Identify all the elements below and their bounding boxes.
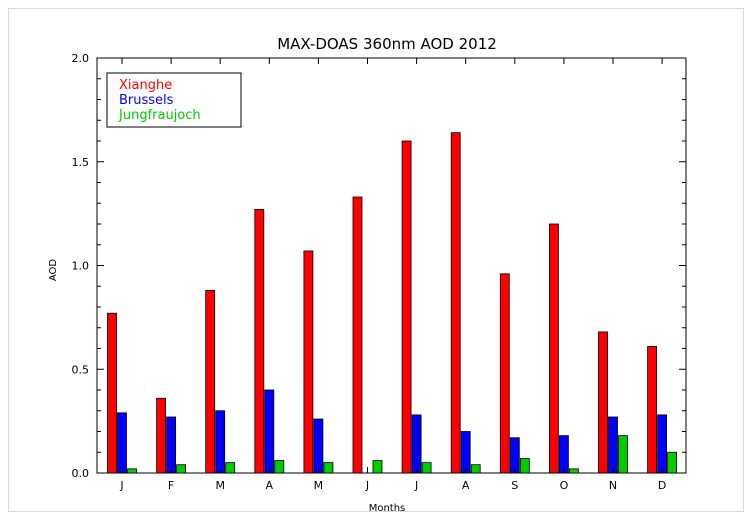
x-tick-label: O	[560, 479, 569, 492]
bar-xianghe	[107, 312, 117, 474]
x-tick-label: A	[266, 479, 274, 492]
bar-jungfraujoch	[519, 458, 530, 474]
bar-brussels	[657, 414, 667, 474]
bar-xianghe	[499, 273, 510, 474]
bar-brussels	[166, 416, 177, 474]
bar-brussels	[411, 414, 422, 474]
y-tick-label: 0.0	[72, 467, 90, 480]
x-tick-label: J	[119, 479, 123, 492]
bar-jungfraujoch	[372, 460, 383, 474]
bar-xianghe	[401, 140, 412, 474]
legend-entry-brussels: Brussels	[119, 93, 174, 108]
bar-xianghe	[156, 397, 167, 474]
x-tick-label: D	[658, 479, 666, 492]
x-axis-label: Months	[369, 503, 406, 514]
x-tick-label: N	[609, 479, 617, 492]
bar-jungfraujoch	[127, 468, 137, 474]
bar-xianghe	[254, 209, 265, 474]
x-tick-label: A	[462, 479, 470, 492]
x-tick-label: S	[511, 479, 518, 492]
x-tick-label: J	[414, 479, 418, 492]
y-ticks-group: 0.0 0.5 1.0 1.5 2.0	[72, 52, 686, 480]
legend-entry-xianghe: Xianghe	[119, 78, 172, 93]
y-axis-label: AOD	[48, 259, 59, 282]
bar-brussels	[608, 416, 618, 474]
legend: Xianghe Brussels Jungfraujoch	[106, 72, 242, 128]
bar-xianghe	[205, 289, 216, 474]
bar-xianghe	[598, 331, 608, 474]
bar-brussels	[460, 431, 471, 474]
y-tick-label: 1.5	[72, 156, 90, 169]
bar-jungfraujoch	[274, 460, 285, 474]
bar-xianghe	[450, 132, 461, 474]
bar-brussels	[215, 410, 226, 474]
bar-brussels	[264, 389, 275, 474]
legend-box	[106, 72, 242, 128]
legend-entry-jungfraujoch: Jungfraujoch	[118, 108, 201, 123]
bar-jungfraujoch	[176, 464, 187, 474]
bar-jungfraujoch	[470, 464, 481, 474]
bar-xianghe	[549, 223, 559, 474]
bar-xianghe	[352, 196, 363, 474]
x-tick-label: M	[314, 479, 324, 492]
bars-group	[107, 132, 677, 474]
x-tick-label: M	[215, 479, 225, 492]
bar-xianghe	[303, 250, 314, 474]
bar-jungfraujoch	[569, 468, 579, 474]
bar-brussels	[313, 418, 324, 474]
y-tick-label: 0.5	[72, 363, 90, 376]
x-tick-label: J	[365, 479, 369, 492]
y-tick-label: 1.0	[72, 260, 90, 273]
bar-jungfraujoch	[667, 451, 677, 474]
bar-jungfraujoch	[421, 462, 432, 474]
bar-brussels	[117, 412, 127, 474]
bar-jungfraujoch	[323, 462, 334, 474]
bar-xianghe	[647, 346, 657, 474]
x-tick-label: F	[168, 479, 174, 492]
y-tick-label: 2.0	[72, 52, 90, 65]
chart-title: MAX-DOAS 360nm AOD 2012	[277, 35, 497, 53]
bar-jungfraujoch	[618, 435, 628, 474]
bar-jungfraujoch	[225, 462, 236, 474]
